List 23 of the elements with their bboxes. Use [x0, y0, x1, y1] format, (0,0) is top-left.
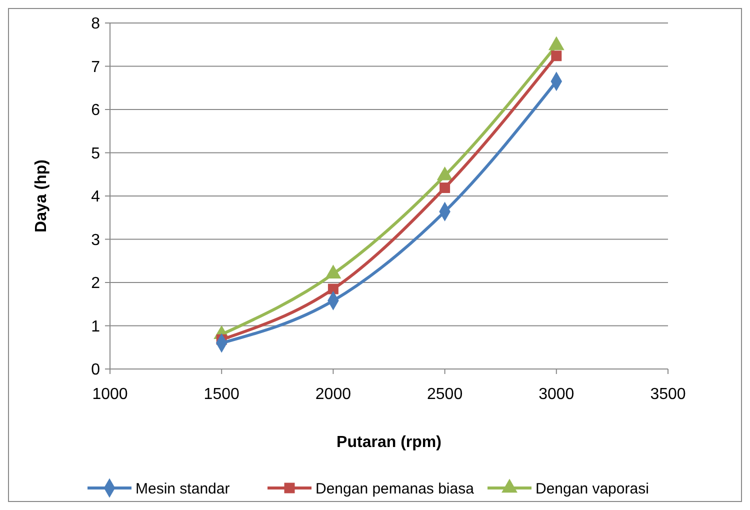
- y-tick-label: 1: [91, 318, 100, 336]
- x-tick-label: 2000: [315, 386, 352, 403]
- legend-label: Mesin standar: [136, 480, 230, 498]
- point: [328, 284, 338, 294]
- x-tick-label: 3500: [650, 386, 686, 403]
- x-tick-label: 1000: [92, 386, 128, 403]
- point: [440, 182, 450, 194]
- y-tick-label: 7: [91, 58, 100, 76]
- legend-label: Dengan vaporasi: [536, 480, 649, 498]
- point: [551, 50, 562, 62]
- y-tick-label: 2: [91, 275, 100, 292]
- y-axis-title: Daya (hp): [33, 160, 50, 232]
- y-tick-label: 6: [91, 102, 100, 120]
- x-axis-title: Putaran (rpm): [336, 434, 442, 451]
- x-tick-label: 1500: [204, 386, 240, 403]
- legend-label: Dengan pemanas biasa: [316, 480, 475, 498]
- y-tick-label: 3: [91, 232, 100, 249]
- x-tick-label: 2500: [427, 386, 463, 403]
- y-tick-label: 4: [91, 188, 100, 206]
- y-tick-label: 5: [91, 145, 100, 162]
- y-tick-label: 0: [91, 362, 100, 379]
- x-tick-label: 3000: [538, 386, 574, 403]
- y-tick-label: 8: [91, 16, 100, 33]
